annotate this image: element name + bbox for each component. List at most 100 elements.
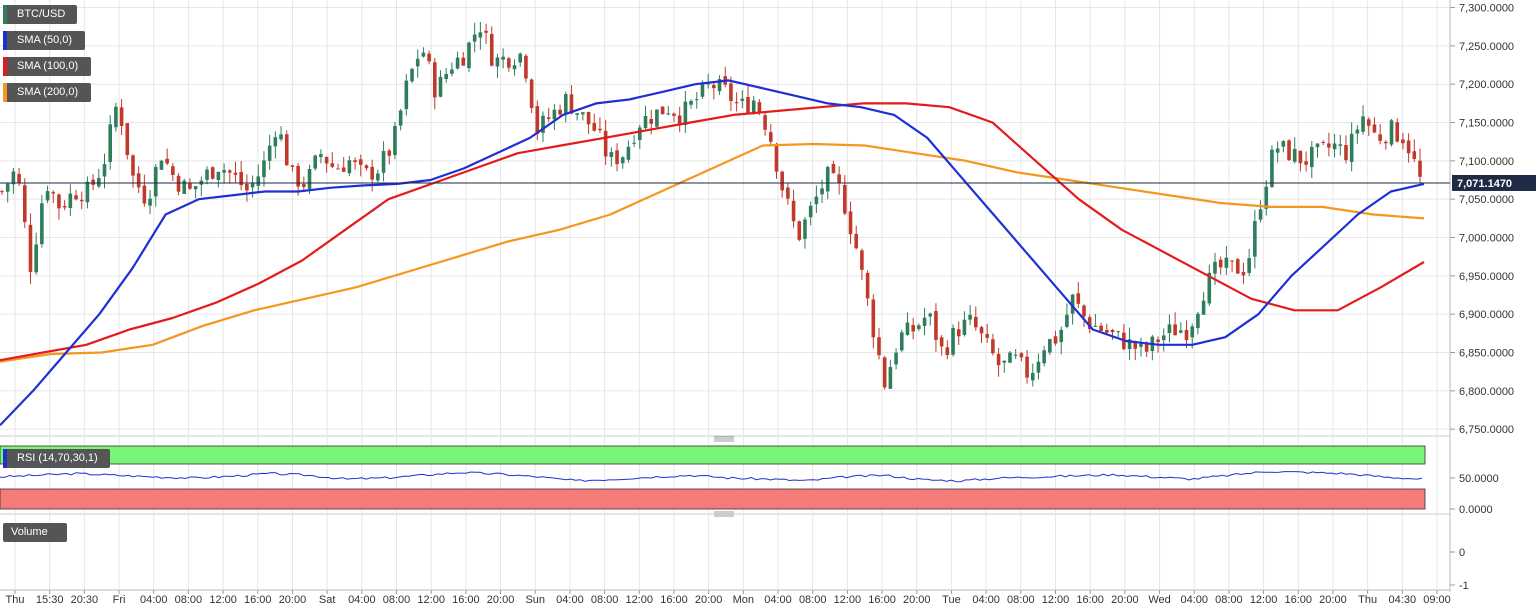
candle-body: [934, 311, 938, 340]
price-tick-label: 6,800.0000: [1459, 386, 1514, 398]
candle-body: [1173, 324, 1177, 336]
time-tick-label: 08:00: [1007, 594, 1035, 606]
candle-body: [131, 155, 135, 176]
candle-body: [0, 191, 4, 193]
candle-body: [290, 165, 295, 167]
legend-symbol[interactable]: BTC/USD: [3, 5, 77, 24]
candle-body: [620, 157, 625, 164]
candle-body: [951, 328, 955, 355]
candle-body: [831, 163, 836, 174]
candle-body: [68, 193, 73, 209]
candle-body: [262, 160, 266, 178]
candle-body: [51, 192, 56, 194]
candle-body: [250, 183, 255, 188]
candle-body: [1099, 325, 1103, 331]
time-tick-label: 04:00: [1180, 594, 1208, 606]
time-tick-label: 20:00: [487, 594, 515, 606]
legend-sma200[interactable]: SMA (200,0): [3, 83, 91, 102]
candle-body: [974, 316, 978, 328]
candle-body: [706, 83, 710, 85]
candle-body: [404, 80, 409, 110]
candle-body: [945, 347, 950, 356]
candle-body: [848, 211, 853, 235]
candle-body: [478, 32, 483, 38]
candle-body: [1344, 145, 1348, 161]
candle-body: [1253, 221, 1257, 257]
legend-sma50[interactable]: SMA (50,0): [3, 31, 85, 50]
rsi-tick-label: 50.0000: [1459, 473, 1499, 485]
candle-body: [991, 339, 995, 354]
candle-body: [1412, 151, 1417, 160]
candle-body: [256, 176, 261, 186]
price-tick-label: 6,750.0000: [1459, 424, 1514, 436]
rsi-overbought-zone: [0, 445, 1426, 465]
candle-body: [712, 85, 716, 89]
candle-body: [660, 106, 665, 115]
candle-body: [666, 113, 671, 115]
candle-body: [1224, 257, 1229, 268]
candle-body: [1179, 330, 1183, 333]
time-tick-label: 20:00: [279, 594, 307, 606]
price-tick-label: 7,250.0000: [1459, 41, 1514, 53]
candle-body: [1156, 339, 1160, 343]
candle-body: [888, 367, 893, 389]
candle-body: [854, 233, 859, 249]
time-tick-label: 20:00: [903, 594, 931, 606]
candle-body: [1042, 350, 1046, 364]
candle-body: [558, 109, 562, 115]
candle-body: [227, 170, 232, 173]
candle-body: [1304, 161, 1308, 165]
legend-volume-label: Volume: [11, 526, 48, 538]
price-tick-label: 6,950.0000: [1459, 271, 1514, 283]
candle-body: [165, 158, 169, 164]
candle-body: [563, 94, 568, 114]
candle-body: [239, 171, 243, 186]
candle-body: [341, 167, 346, 172]
candle-body: [581, 112, 585, 115]
candle-body: [1201, 300, 1206, 315]
candle-body: [1230, 260, 1234, 262]
candle-body: [62, 205, 67, 208]
legend-rsi[interactable]: RSI (14,70,30,1): [3, 449, 110, 468]
candle-body: [296, 165, 300, 187]
candle-body: [330, 163, 335, 167]
candle-body: [1218, 259, 1223, 268]
candle-body: [1292, 148, 1297, 162]
time-tick-label: 04:00: [556, 594, 584, 606]
candle-body: [956, 329, 961, 337]
price-tick-label: 6,850.0000: [1459, 348, 1514, 360]
candle-body: [979, 327, 984, 334]
legend-sma200-label: SMA (200,0): [17, 86, 79, 98]
candle-body: [1190, 326, 1195, 338]
legend-sma100[interactable]: SMA (100,0): [3, 57, 91, 76]
sma-lines: [0, 79, 1450, 427]
candle-body: [746, 96, 750, 113]
time-tick-label: 20:30: [71, 594, 99, 606]
candle-body: [865, 272, 870, 299]
candle-body: [1264, 186, 1269, 209]
candle-body: [182, 180, 187, 194]
sma200-line: [0, 142, 1425, 363]
candle-body: [1030, 372, 1035, 381]
candle-body: [518, 53, 523, 63]
candle-body: [535, 106, 540, 134]
candle-body: [1184, 329, 1189, 341]
candle-body: [922, 317, 927, 326]
candle-body: [569, 94, 574, 114]
candle-body: [57, 194, 61, 209]
candle-body: [649, 119, 654, 124]
legend-volume[interactable]: Volume: [3, 523, 67, 542]
time-tick-label: Fri: [113, 594, 126, 606]
candle-body: [917, 325, 921, 329]
candle-body: [996, 353, 1001, 366]
candle-body: [524, 55, 528, 79]
candle-body: [694, 99, 699, 101]
candle-body: [353, 160, 357, 163]
candle-body: [820, 188, 824, 195]
candle-body: [136, 173, 141, 188]
candle-body: [1196, 313, 1200, 329]
candle-body: [529, 79, 534, 109]
candle-body: [484, 30, 488, 33]
candle-body: [1065, 314, 1069, 327]
candle-body: [1116, 331, 1120, 333]
